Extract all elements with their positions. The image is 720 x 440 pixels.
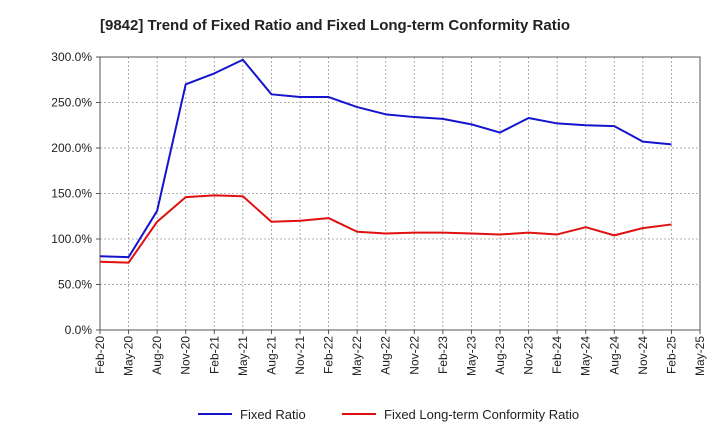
y-tick-label: 50.0% (58, 278, 92, 292)
series (99, 58, 672, 264)
grid (100, 57, 700, 330)
y-tick-label: 200.0% (51, 141, 92, 155)
x-tick-label: Feb-21 (207, 336, 221, 374)
x-tick-label: Feb-24 (550, 336, 564, 374)
x-tick-label: May-22 (350, 336, 364, 376)
x-tick-label: May-21 (236, 336, 250, 376)
x-tick-label: Nov-22 (407, 336, 421, 375)
x-tick-label: Nov-21 (293, 336, 307, 375)
x-tick-label: May-24 (579, 336, 593, 376)
x-tick-label: Aug-20 (150, 336, 164, 375)
y-tick-label: 250.0% (51, 96, 92, 110)
y-tick-label: 300.0% (51, 50, 92, 64)
x-axis-ticks: Feb-20 May-20 Aug-20 Nov-20 Feb-21 May-21 Aug-… (93, 330, 707, 376)
x-tick-label: Feb-22 (322, 336, 336, 374)
y-tick-label: 150.0% (51, 187, 92, 201)
legend-label: Fixed Long-term Conformity Ratio (384, 407, 579, 422)
x-tick-label: Nov-20 (179, 336, 193, 375)
x-tick-label: May-20 (122, 336, 136, 376)
x-tick-label: Feb-20 (93, 336, 107, 374)
legend-label: Fixed Ratio (240, 407, 306, 422)
x-tick-label: Feb-25 (664, 336, 678, 374)
x-tick-label: Aug-21 (264, 336, 278, 375)
legend: Fixed Ratio Fixed Long-term Conformity Ra… (198, 407, 579, 422)
x-tick-label: Aug-23 (493, 336, 507, 375)
x-tick-label: May-25 (693, 336, 707, 376)
y-tick-label: 100.0% (51, 232, 92, 246)
x-tick-label: Feb-23 (436, 336, 450, 374)
x-tick-label: May-23 (464, 336, 478, 376)
y-tick-label: 0.0% (65, 323, 93, 337)
x-tick-label: Aug-24 (607, 336, 621, 375)
x-tick-label: Aug-22 (379, 336, 393, 375)
chart-title: [9842] Trend of Fixed Ratio and Fixed Lo… (100, 17, 570, 34)
y-axis-ticks: 0.0% 50.0% 100.0% 150.0% 200.0% 250.0% 300.0% (51, 50, 100, 337)
x-tick-label: Nov-23 (522, 336, 536, 375)
x-tick-label: Nov-24 (636, 336, 650, 375)
